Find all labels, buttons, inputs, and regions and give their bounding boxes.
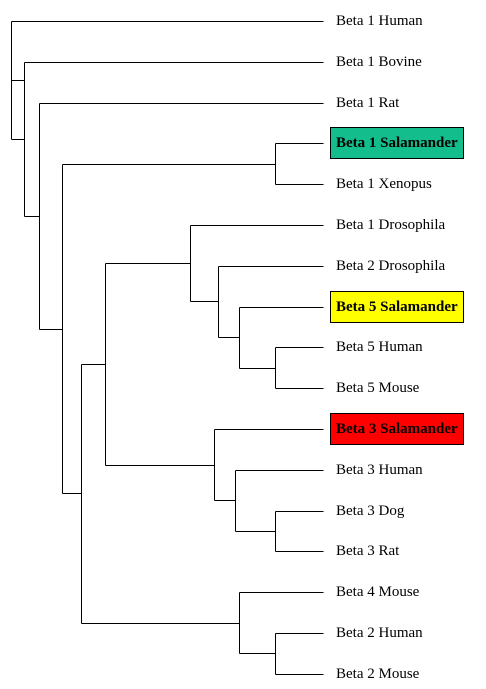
leaf-label: Beta 5 Human [336, 339, 423, 355]
leaf-label: Beta 1 Rat [336, 95, 400, 111]
leaf-label: Beta 2 Mouse [336, 666, 420, 682]
leaf-label: Beta 2 Drosophila [336, 258, 446, 274]
highlighted-leaf-label: Beta 1 Salamander [330, 127, 464, 159]
highlighted-leaf-label: Beta 3 Salamander [330, 413, 464, 445]
leaf-label: Beta 3 Rat [336, 543, 400, 559]
leaf-label: Beta 5 Mouse [336, 380, 420, 396]
leaf-label: Beta 1 Human [336, 13, 423, 29]
highlighted-leaf-label: Beta 5 Salamander [330, 291, 464, 323]
leaf-label: Beta 1 Drosophila [336, 217, 446, 233]
leaf-label: Beta 3 Human [336, 462, 423, 478]
leaf-label: Beta 3 Dog [336, 503, 405, 519]
leaf-label: Beta 2 Human [336, 625, 423, 641]
leaf-label: Beta 1 Xenopus [336, 176, 432, 192]
leaf-label: Beta 4 Mouse [336, 584, 420, 600]
leaf-label: Beta 1 Bovine [336, 54, 422, 70]
